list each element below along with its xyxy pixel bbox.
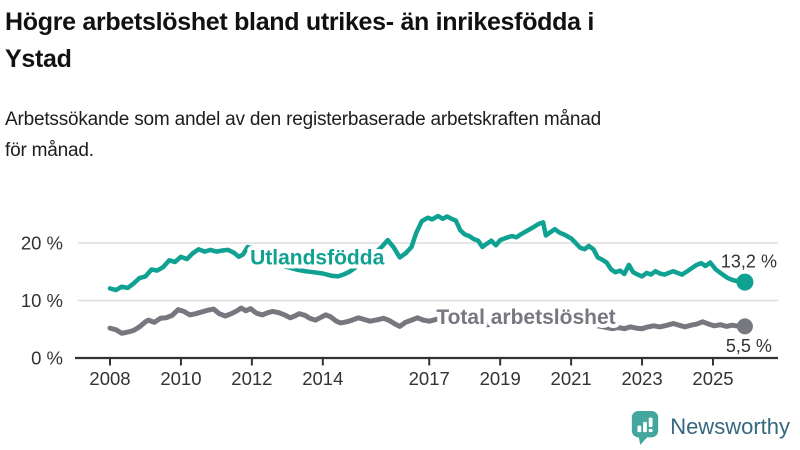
x-axis-label-2008: 2008: [89, 368, 130, 389]
utlandsfodda-line: [107, 213, 748, 293]
total-line: [107, 305, 748, 336]
line-chart: 0 % 10 % 20 % 2008 2010 2012 2014 2017 2019 2021 2…: [0, 190, 800, 404]
x-axis-label-2023: 2023: [621, 368, 662, 389]
y-axis-label-0: 0 %: [31, 348, 63, 369]
total-end-value-label: 5,5 %: [726, 336, 772, 356]
page-title-line-2: Ystad: [5, 45, 72, 73]
x-axis-label-2017: 2017: [409, 368, 450, 389]
x-axis-label-2021: 2021: [551, 368, 592, 389]
utlandsfodda-end-value-label: 13,2 %: [721, 252, 777, 272]
page-subtitle-line-2: för månad.: [5, 140, 94, 161]
page-title-line-1: Högre arbetslöshet bland utrikes- än inr…: [5, 8, 594, 36]
x-axis-label-2014: 2014: [302, 368, 343, 389]
newsworthy-logo-icon: [632, 411, 659, 445]
x-axis-label-2010: 2010: [160, 368, 201, 389]
newsworthy-logo[interactable]: Newsworthy: [629, 407, 790, 447]
page-title: Högre arbetslöshet bland utrikes- än inr…: [5, 4, 785, 78]
x-axis-label-2012: 2012: [231, 368, 272, 389]
y-axis-label-20: 20 %: [21, 233, 63, 254]
page-subtitle-line-1: Arbetssökande som andel av den registerb…: [5, 109, 602, 130]
x-axis-label-2019: 2019: [480, 368, 521, 389]
total-end-dot: [736, 318, 753, 335]
utlandsfodda-end-dot: [736, 273, 754, 291]
page-subtitle: Arbetssökande som andel av den registerb…: [5, 104, 795, 166]
newsworthy-brand-text: Newsworthy: [670, 414, 790, 439]
y-axis-label-10: 10 %: [21, 290, 63, 311]
total-series-label: Total arbetslöshet: [436, 306, 615, 329]
line-chart-svg: 0 % 10 % 20 % 2008 2010 2012 2014 2017 2019 2021 2…: [21, 213, 779, 389]
utlandsfodda-series-label: Utlandsfödda: [250, 246, 384, 269]
x-axis-label-2025: 2025: [692, 368, 733, 389]
